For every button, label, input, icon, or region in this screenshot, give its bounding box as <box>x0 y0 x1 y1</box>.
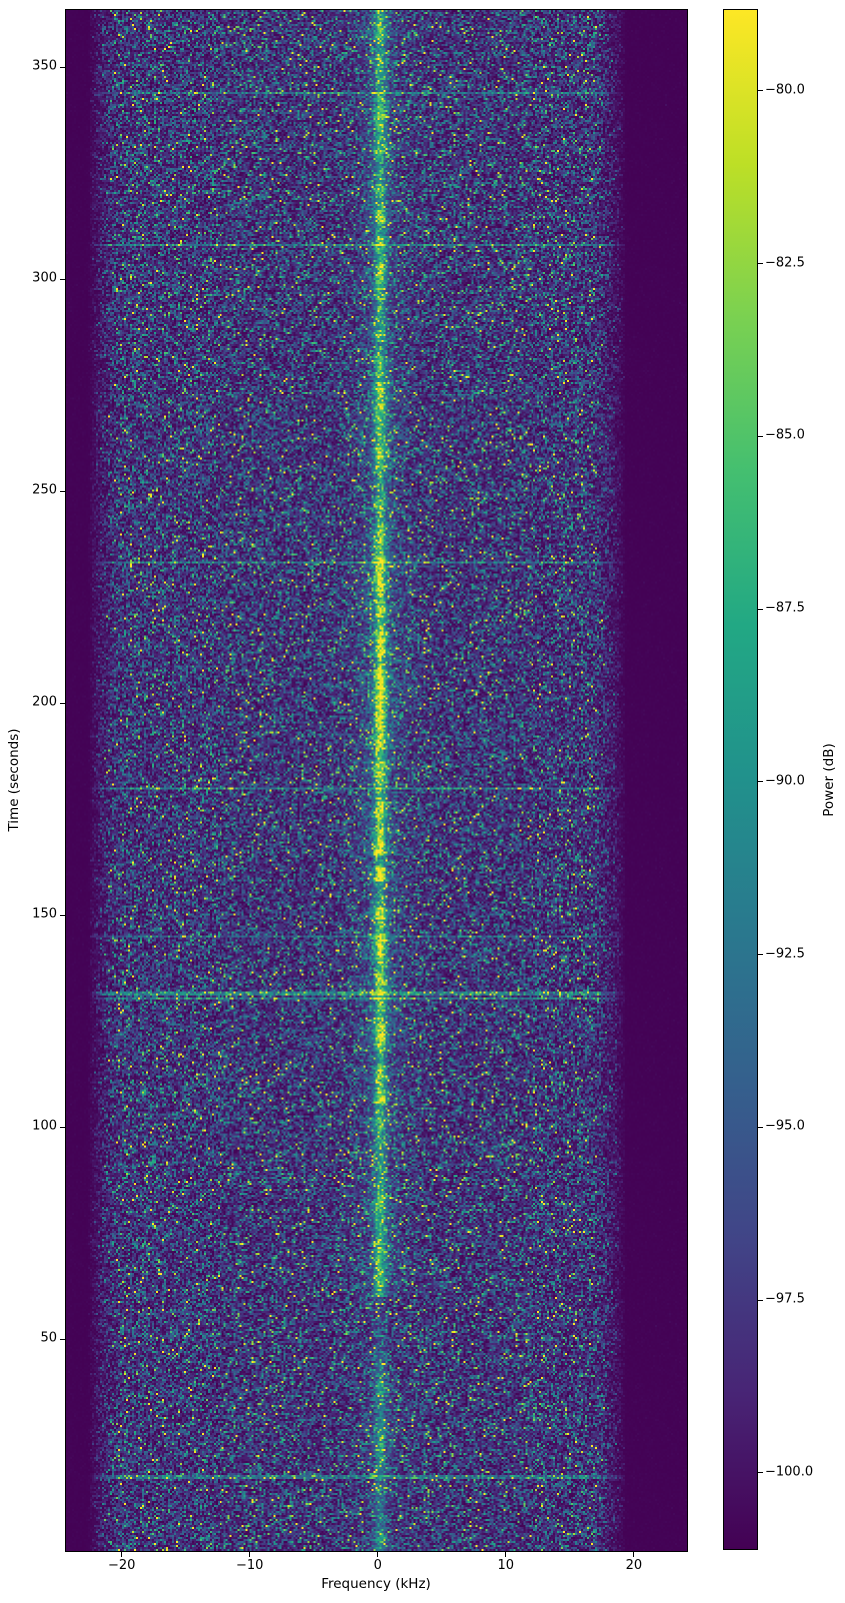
colorbar-tick-mark <box>758 608 763 610</box>
x-tick-label: 20 <box>625 1558 643 1573</box>
colorbar <box>723 9 758 1550</box>
colorbar-tick-label: −80.0 <box>765 82 805 98</box>
y-tick-mark <box>60 490 66 492</box>
x-tick-label: 0 <box>373 1558 382 1573</box>
colorbar-tick-mark <box>758 435 763 437</box>
colorbar-tick-label: −87.5 <box>765 600 805 616</box>
colorbar-tick-label: −85.0 <box>765 427 805 443</box>
y-tick-mark <box>60 278 66 280</box>
y-tick-label: 150 <box>32 906 57 922</box>
y-tick-mark <box>60 66 66 68</box>
x-tick-label: −20 <box>107 1558 136 1573</box>
y-tick-mark <box>60 1126 66 1128</box>
y-tick-label: 50 <box>40 1330 57 1346</box>
x-tick-label: 10 <box>497 1558 515 1573</box>
colorbar-tick-mark <box>758 1126 763 1128</box>
colorbar-tick-mark <box>758 1299 763 1301</box>
colorbar-tick-label: −92.5 <box>765 946 805 962</box>
y-tick-label: 200 <box>32 694 57 710</box>
y-tick-mark <box>60 1338 66 1340</box>
y-tick-label: 350 <box>32 58 57 74</box>
y-tick-label: 300 <box>32 270 57 286</box>
colorbar-tick-label: −97.5 <box>765 1291 805 1307</box>
y-tick-label: 100 <box>32 1118 57 1134</box>
y-tick-mark <box>60 914 66 916</box>
colorbar-tick-label: −100.0 <box>765 1464 814 1480</box>
colorbar-tick-label: −82.5 <box>765 255 805 271</box>
colorbar-tick-label: −90.0 <box>765 773 805 789</box>
x-tick-mark <box>249 1551 251 1557</box>
y-axis-label: Time (seconds) <box>6 728 23 832</box>
colorbar-tick-label: −95.0 <box>765 1118 805 1134</box>
x-axis-label: Frequency (kHz) <box>321 1576 431 1592</box>
y-tick-label: 250 <box>32 482 57 498</box>
colorbar-tick-mark <box>758 90 763 92</box>
spectrogram-heatmap <box>65 9 688 1552</box>
y-tick-mark <box>60 702 66 704</box>
x-tick-mark <box>377 1551 379 1557</box>
colorbar-label: Power (dB) <box>821 743 838 817</box>
x-tick-mark <box>121 1551 123 1557</box>
x-tick-mark <box>633 1551 635 1557</box>
colorbar-tick-mark <box>758 263 763 265</box>
x-tick-mark <box>505 1551 507 1557</box>
colorbar-tick-mark <box>758 1472 763 1474</box>
colorbar-tick-mark <box>758 954 763 956</box>
x-tick-label: −10 <box>236 1558 264 1573</box>
colorbar-tick-mark <box>758 781 763 783</box>
